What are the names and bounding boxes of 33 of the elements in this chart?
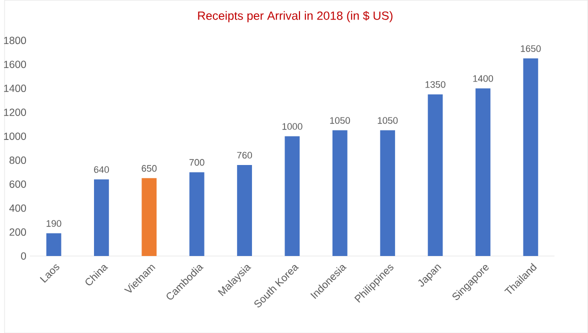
data-label: 1350 [426, 81, 446, 88]
y-tick-label: 600 [10, 180, 26, 188]
data-label: 1000 [282, 123, 302, 130]
bar [380, 130, 396, 256]
bar [428, 94, 443, 256]
y-tick-label: 1000 [4, 132, 26, 140]
bar [476, 88, 490, 256]
bar [94, 179, 109, 256]
data-label: 1650 [520, 45, 541, 52]
bar [142, 178, 157, 256]
chart-title: Receipts per Arrival in 2018 (in $ US) [198, 10, 392, 22]
y-tick-label: 200 [10, 228, 26, 236]
y-tick-label: 0 [21, 252, 26, 260]
bar [284, 136, 300, 256]
bar [46, 233, 62, 256]
data-label: 700 [189, 158, 204, 166]
y-tick-label: 400 [9, 204, 26, 212]
data-label: 1050 [330, 117, 350, 124]
y-tick-label: 1200 [4, 108, 26, 116]
y-tick-label: 1400 [4, 84, 26, 92]
y-tick-label: 1800 [4, 36, 26, 44]
data-label: 640 [94, 166, 109, 173]
data-label: 760 [237, 152, 252, 158]
y-tick-label: 800 [10, 156, 26, 164]
bar [332, 130, 348, 256]
data-label: 650 [142, 164, 157, 172]
bar [189, 172, 204, 256]
bar [523, 58, 538, 256]
data-label: 1400 [473, 75, 494, 82]
y-tick-label: 1600 [4, 60, 26, 68]
data-label: 1050 [378, 117, 398, 124]
bar [237, 164, 252, 256]
data-label: 190 [46, 220, 62, 227]
